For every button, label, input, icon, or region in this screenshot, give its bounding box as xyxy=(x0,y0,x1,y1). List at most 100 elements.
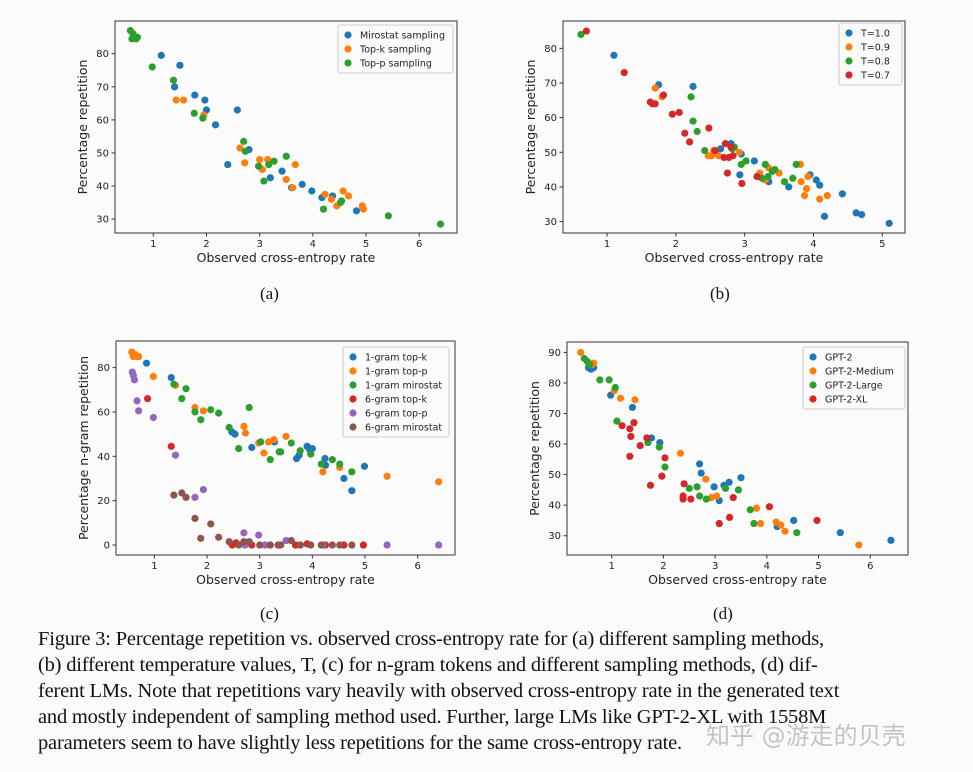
legend-entry: T=1.0 xyxy=(860,29,890,40)
data-point xyxy=(887,536,895,544)
chart-panel-d: 1 2 3 4 5 6 30 40 50 60 70 80 90 Observed cross-entro… xyxy=(527,341,909,587)
data-point xyxy=(605,376,613,384)
data-point xyxy=(726,513,734,522)
legend-entry: 1-gram top-k xyxy=(365,353,427,364)
data-point xyxy=(287,536,295,545)
data-point xyxy=(771,166,779,174)
data-point xyxy=(804,172,812,181)
data-point xyxy=(278,167,286,175)
legend-marker xyxy=(845,29,853,37)
data-point xyxy=(668,110,677,118)
data-point xyxy=(685,484,693,492)
data-point xyxy=(201,96,209,104)
data-point xyxy=(319,468,327,476)
data-point xyxy=(256,541,264,549)
x-tick-label: 4 xyxy=(810,239,816,250)
data-point xyxy=(296,541,304,549)
data-point xyxy=(721,484,730,492)
y-tick-label: 40 xyxy=(97,452,110,463)
data-point xyxy=(308,444,316,453)
data-point xyxy=(661,454,669,462)
y-tick-label: 70 xyxy=(96,82,109,93)
y-tick-label: 30 xyxy=(96,215,109,226)
data-point xyxy=(336,541,344,549)
data-point xyxy=(199,114,207,122)
data-point xyxy=(725,478,733,486)
x-tick-label: 1 xyxy=(609,561,615,572)
data-point xyxy=(321,190,329,198)
data-point xyxy=(702,495,710,503)
chart-panel-b: 1 2 3 4 5 30 40 50 60 70 80 Observed cross-entropy … xyxy=(523,20,906,265)
data-point xyxy=(191,408,199,416)
data-point xyxy=(191,514,199,523)
data-point xyxy=(172,96,180,104)
y-tick-label: 60 xyxy=(97,407,110,418)
data-point xyxy=(738,179,746,188)
legend-marker xyxy=(344,31,352,39)
series-t-0-7 xyxy=(582,27,761,188)
series-1-gram-mirostat xyxy=(170,380,356,476)
data-point xyxy=(761,160,769,169)
data-point xyxy=(359,541,368,549)
data-point xyxy=(233,106,241,114)
data-point xyxy=(199,485,207,494)
legend-marker xyxy=(344,59,352,67)
legend: Mirostat sampling Top-k sampling Top-p sam… xyxy=(337,24,454,74)
x-tick-label: 4 xyxy=(764,561,770,572)
legend-entry: 6-gram top-p xyxy=(365,409,428,420)
data-point xyxy=(255,531,263,539)
legend-entry: 6-gram top-k xyxy=(365,395,427,406)
legend: T=1.0 T=0.9 T=0.8 T=0.7 xyxy=(838,22,903,86)
data-point xyxy=(643,434,651,442)
data-point xyxy=(626,452,634,460)
data-point xyxy=(658,472,666,480)
data-point xyxy=(197,416,205,424)
data-point xyxy=(689,117,697,125)
x-tick-label: 1 xyxy=(150,239,156,250)
data-point xyxy=(255,162,263,170)
data-point xyxy=(277,541,285,549)
data-point xyxy=(328,456,336,464)
data-point xyxy=(317,460,325,468)
legend-entry: GPT-2-Medium xyxy=(825,367,894,378)
x-tick-label: 5 xyxy=(879,239,885,250)
data-point xyxy=(636,441,644,450)
data-point xyxy=(693,127,701,136)
legend-entry: 6-gram mirostat xyxy=(365,423,442,434)
data-point xyxy=(701,146,709,155)
data-point xyxy=(282,175,290,184)
data-point xyxy=(282,536,290,545)
legend-marker xyxy=(349,409,357,417)
data-point xyxy=(149,372,157,381)
data-point xyxy=(240,538,248,546)
panel-label-a: (a) xyxy=(260,284,279,303)
legend-entry: Mirostat sampling xyxy=(360,31,445,42)
data-point xyxy=(659,91,668,99)
data-point xyxy=(697,469,705,477)
data-point xyxy=(790,516,798,525)
data-point xyxy=(582,27,590,35)
data-point xyxy=(240,422,248,430)
data-point xyxy=(836,529,844,537)
data-point xyxy=(270,436,278,444)
data-point xyxy=(289,184,297,192)
x-axis-label: Observed cross-entropy rate xyxy=(196,572,375,587)
y-tick-label: 80 xyxy=(96,49,109,60)
data-point xyxy=(813,516,821,525)
data-point xyxy=(802,185,811,193)
y-tick-label: 70 xyxy=(544,79,557,90)
legend-entry: T=0.7 xyxy=(860,71,890,82)
data-point xyxy=(631,396,639,404)
data-point xyxy=(133,397,141,405)
x-tick-label: 5 xyxy=(815,561,821,572)
data-point xyxy=(686,138,694,146)
legend-entry: GPT-2 xyxy=(825,353,853,364)
data-point xyxy=(630,419,638,427)
data-point xyxy=(384,212,392,220)
caption-line: parameters seem to have slightly less re… xyxy=(38,732,682,754)
legend-entry: T=0.8 xyxy=(860,57,890,68)
data-point xyxy=(855,541,863,549)
data-point xyxy=(585,361,594,369)
data-point xyxy=(651,100,659,108)
data-point xyxy=(207,406,215,414)
